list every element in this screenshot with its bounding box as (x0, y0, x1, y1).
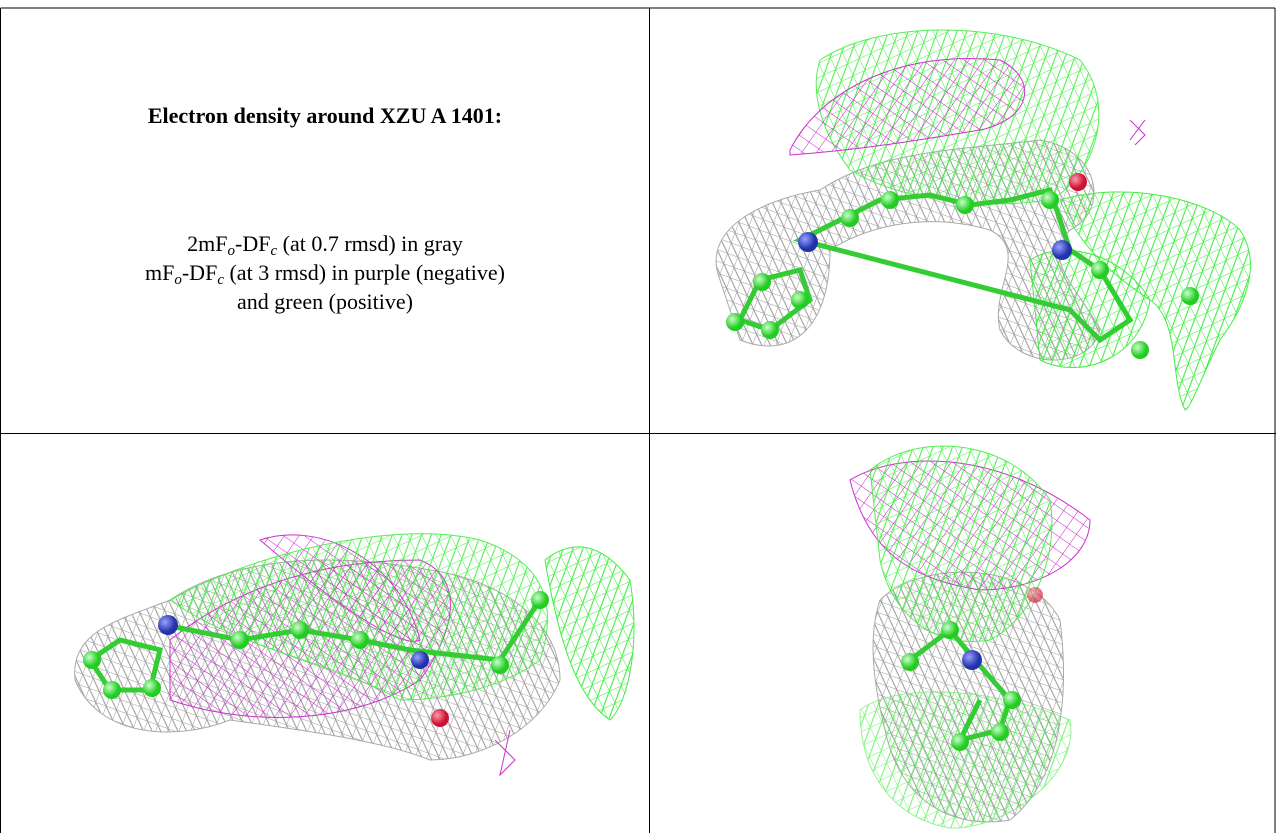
text: -DF (235, 231, 270, 256)
subscript: o (174, 272, 182, 288)
caption-line: 2mFo-DFc (at 0.7 rmsd) in gray (2, 231, 648, 257)
caption-line: and green (positive) (2, 289, 648, 315)
text: (at 3 rmsd) in purple (negative) (224, 260, 505, 285)
caption-title: Electron density around XZU A 1401: (2, 103, 648, 129)
density-view-3 (850, 446, 1090, 828)
page: Electron density around XZU A 1401: 2mFo… (0, 0, 1276, 833)
caption: Electron density around XZU A 1401: 2mFo… (2, 9, 648, 432)
subscript: o (228, 243, 236, 259)
text: -DF (182, 260, 217, 285)
text: (at 0.7 rmsd) in gray (277, 231, 463, 256)
text: 2mF (187, 231, 227, 256)
subscript: c (217, 272, 224, 288)
text: mF (145, 260, 174, 285)
density-view-1 (716, 30, 1250, 410)
text: and green (positive) (237, 289, 413, 314)
density-view-2 (75, 534, 634, 775)
caption-line: mFo-DFc (at 3 rmsd) in purple (negative) (2, 260, 648, 286)
